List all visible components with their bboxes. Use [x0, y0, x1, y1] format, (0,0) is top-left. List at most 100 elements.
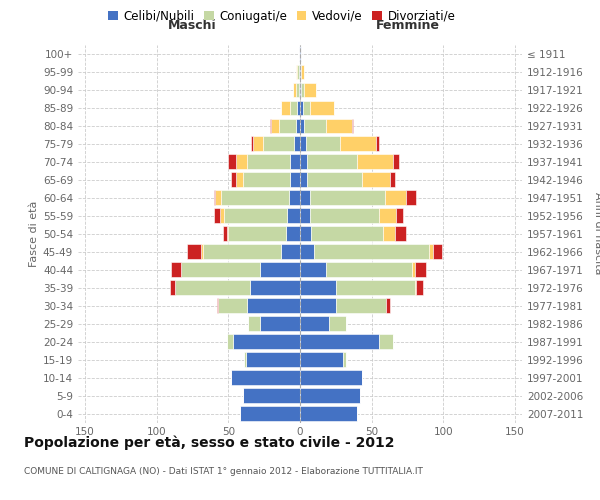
Bar [260, 316, 300, 331]
Bar [218, 298, 247, 313]
Bar [281, 244, 300, 259]
Bar [245, 352, 300, 367]
Bar [412, 262, 415, 277]
Bar [300, 82, 301, 98]
Text: Maschi: Maschi [168, 20, 217, 32]
Bar [247, 154, 290, 169]
Bar [300, 334, 379, 349]
Bar [299, 64, 300, 80]
Bar [433, 244, 442, 259]
Bar [203, 244, 281, 259]
Bar [233, 334, 300, 349]
Bar [201, 244, 203, 259]
Bar [289, 190, 300, 205]
Bar [304, 82, 316, 98]
Bar [251, 136, 253, 151]
Bar [299, 46, 300, 62]
Bar [243, 172, 290, 187]
Bar [231, 370, 300, 385]
Bar [300, 262, 326, 277]
Bar [296, 118, 300, 134]
Bar [300, 406, 357, 421]
Bar [326, 262, 412, 277]
Bar [307, 154, 357, 169]
Bar [429, 244, 433, 259]
Bar [214, 208, 220, 223]
Bar [311, 226, 383, 241]
Bar [300, 172, 307, 187]
Bar [296, 82, 299, 98]
Bar [287, 208, 300, 223]
Bar [227, 334, 233, 349]
Y-axis label: Fasce di età: Fasce di età [29, 200, 39, 267]
Bar [329, 316, 346, 331]
Bar [310, 190, 385, 205]
Bar [297, 100, 300, 116]
Bar [271, 118, 278, 134]
Bar [393, 154, 399, 169]
Text: Popolazione per età, sesso e stato civile - 2012: Popolazione per età, sesso e stato civil… [24, 435, 395, 450]
Bar [415, 262, 426, 277]
Bar [376, 136, 379, 151]
Bar [229, 226, 286, 241]
Bar [281, 100, 290, 116]
Bar [247, 298, 300, 313]
Bar [214, 190, 215, 205]
Bar [304, 118, 326, 134]
Bar [290, 154, 300, 169]
Bar [336, 280, 415, 295]
Bar [236, 172, 243, 187]
Bar [300, 388, 360, 403]
Bar [300, 208, 310, 223]
Bar [300, 316, 329, 331]
Bar [293, 82, 296, 98]
Bar [314, 244, 429, 259]
Bar [352, 118, 353, 134]
Bar [244, 352, 245, 367]
Bar [301, 82, 304, 98]
Bar [250, 280, 300, 295]
Legend: Celibi/Nubili, Coniugati/e, Vedovi/e, Divorziati/e: Celibi/Nubili, Coniugati/e, Vedovi/e, Di… [104, 5, 460, 28]
Bar [300, 190, 310, 205]
Bar [217, 298, 218, 313]
Bar [300, 154, 307, 169]
Bar [343, 352, 346, 367]
Bar [223, 226, 227, 241]
Bar [300, 100, 303, 116]
Bar [357, 154, 393, 169]
Bar [300, 118, 304, 134]
Bar [231, 172, 236, 187]
Bar [286, 226, 300, 241]
Bar [240, 406, 300, 421]
Bar [227, 226, 229, 241]
Bar [224, 208, 287, 223]
Bar [301, 64, 304, 80]
Bar [290, 100, 297, 116]
Text: Femmine: Femmine [376, 20, 439, 32]
Bar [248, 316, 260, 331]
Bar [171, 262, 181, 277]
Bar [416, 280, 423, 295]
Bar [263, 136, 294, 151]
Bar [278, 118, 296, 134]
Text: COMUNE DI CALTIGNAGA (NO) - Dati ISTAT 1° gennaio 2012 - Elaborazione TUTTITALIA: COMUNE DI CALTIGNAGA (NO) - Dati ISTAT 1… [24, 468, 423, 476]
Bar [170, 280, 175, 295]
Bar [181, 262, 260, 277]
Bar [296, 64, 297, 80]
Bar [290, 172, 300, 187]
Bar [300, 352, 343, 367]
Bar [175, 280, 250, 295]
Bar [383, 226, 395, 241]
Y-axis label: Anni di nascita: Anni di nascita [593, 192, 600, 275]
Bar [270, 118, 271, 134]
Bar [221, 190, 289, 205]
Bar [362, 172, 390, 187]
Bar [326, 118, 352, 134]
Bar [299, 82, 300, 98]
Bar [300, 226, 311, 241]
Bar [306, 136, 340, 151]
Bar [310, 100, 334, 116]
Bar [390, 172, 395, 187]
Bar [229, 154, 236, 169]
Bar [253, 136, 263, 151]
